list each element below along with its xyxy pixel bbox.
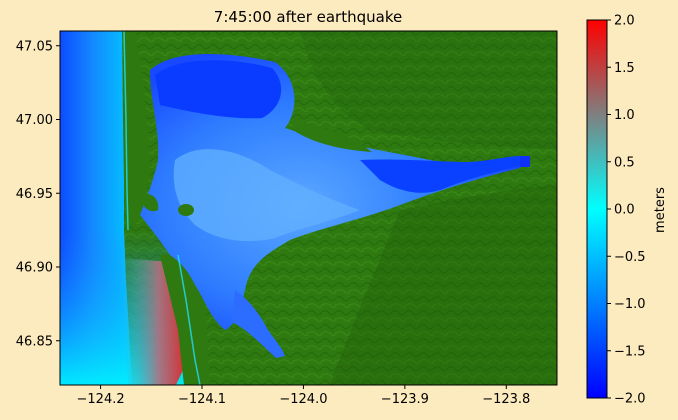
colorbar-tick-label: −0.5	[614, 250, 646, 265]
colorbar-tick-label: −2.0	[614, 392, 646, 407]
y-tick-label: 46.95	[16, 187, 53, 202]
x-tick-label: −123.9	[381, 392, 429, 407]
x-tick-label: −124.1	[178, 392, 226, 407]
x-axis: −124.2 −124.1 −124.0 −123.9 −123.8	[77, 385, 530, 407]
y-tick-label: 46.85	[16, 334, 53, 349]
y-tick-label: 47.00	[16, 113, 53, 128]
y-tick-label: 47.05	[16, 39, 53, 54]
colorbar-tick-label: −1.0	[614, 297, 646, 312]
colorbar-ticks: 2.0 1.5 1.0 0.5 0.0 −0.5 −1.0 −1.5 −2.0	[607, 14, 646, 407]
colorbar-label: meters	[653, 187, 668, 233]
colorbar: 2.0 1.5 1.0 0.5 0.0 −0.5 −1.0 −1.5 −2.0 meters	[586, 14, 668, 407]
colorbar-tick-label: 0.0	[614, 203, 635, 218]
colorbar-tick-label: 1.0	[614, 108, 635, 123]
map-title: 7:45:00 after earthquake	[214, 8, 402, 26]
colorbar-tick-label: 2.0	[614, 14, 635, 29]
peninsula	[123, 31, 150, 228]
colorbar-gradient	[586, 19, 608, 399]
map-panel	[60, 31, 557, 385]
map-frame	[59, 30, 558, 386]
x-tick-label: −123.8	[482, 392, 530, 407]
colorbar-tick-label: −1.5	[614, 344, 646, 359]
x-tick-label: −124.0	[279, 392, 327, 407]
y-axis: 47.05 47.00 46.95 46.90 46.85	[16, 39, 60, 349]
x-tick-label: −124.2	[77, 392, 125, 407]
y-tick-label: 46.90	[16, 261, 53, 276]
colorbar-tick-label: 0.5	[614, 155, 635, 170]
colorbar-tick-label: 1.5	[614, 61, 635, 76]
river-channel	[360, 156, 520, 193]
harbor-bay	[140, 53, 520, 331]
